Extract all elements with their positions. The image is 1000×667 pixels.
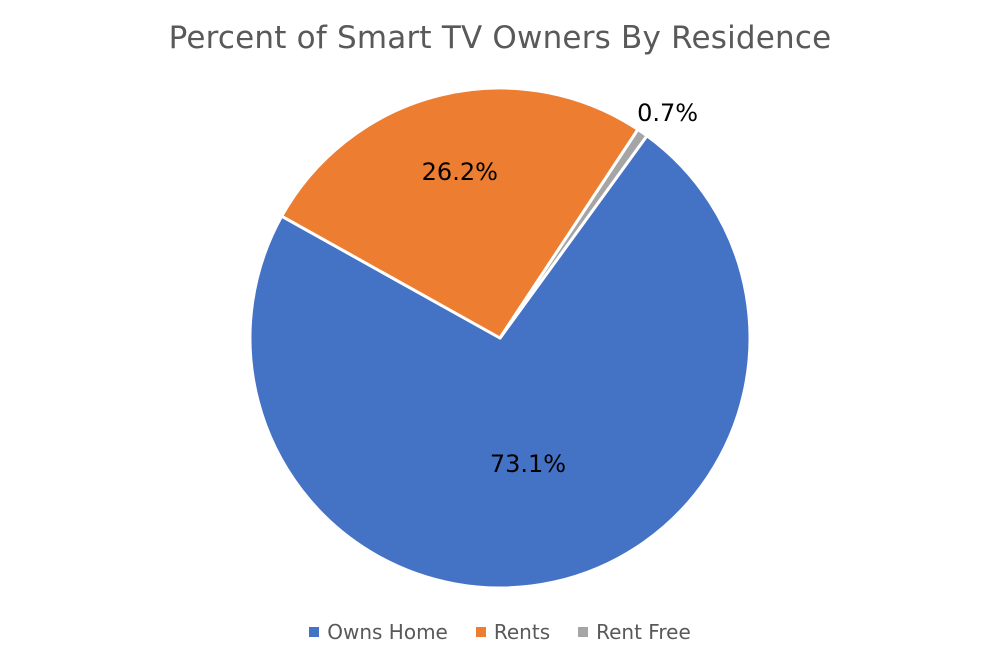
legend-swatch-rent-free: [578, 627, 589, 637]
pie-slice-rents: [280, 86, 640, 340]
legend: Owns Home Rents Rent Free: [0, 620, 1000, 644]
legend-label-rents: Rents: [493, 620, 551, 644]
legend-item-rents: Rents: [475, 620, 551, 644]
data-label-rent-free: 0.7%: [637, 99, 698, 127]
pie-slice-owns-home: [248, 134, 752, 590]
legend-swatch-rents: [475, 627, 486, 637]
legend-item-rent-free: Rent Free: [578, 620, 691, 644]
pie-slice-rent-free: [498, 127, 649, 340]
legend-swatch-owns-home: [309, 627, 320, 637]
pie-data-labels: 73.1% 26.2% 0.7%: [422, 99, 698, 478]
legend-label-rent-free: Rent Free: [596, 620, 691, 644]
legend-item-owns-home: Owns Home: [309, 620, 448, 644]
chart-title: Percent of Smart TV Owners By Residence: [168, 20, 832, 56]
pie-slices: [248, 86, 752, 590]
data-label-rents: 26.2%: [422, 158, 498, 186]
data-label-owns-home: 73.1%: [490, 450, 566, 478]
legend-label-owns-home: Owns Home: [327, 620, 448, 644]
